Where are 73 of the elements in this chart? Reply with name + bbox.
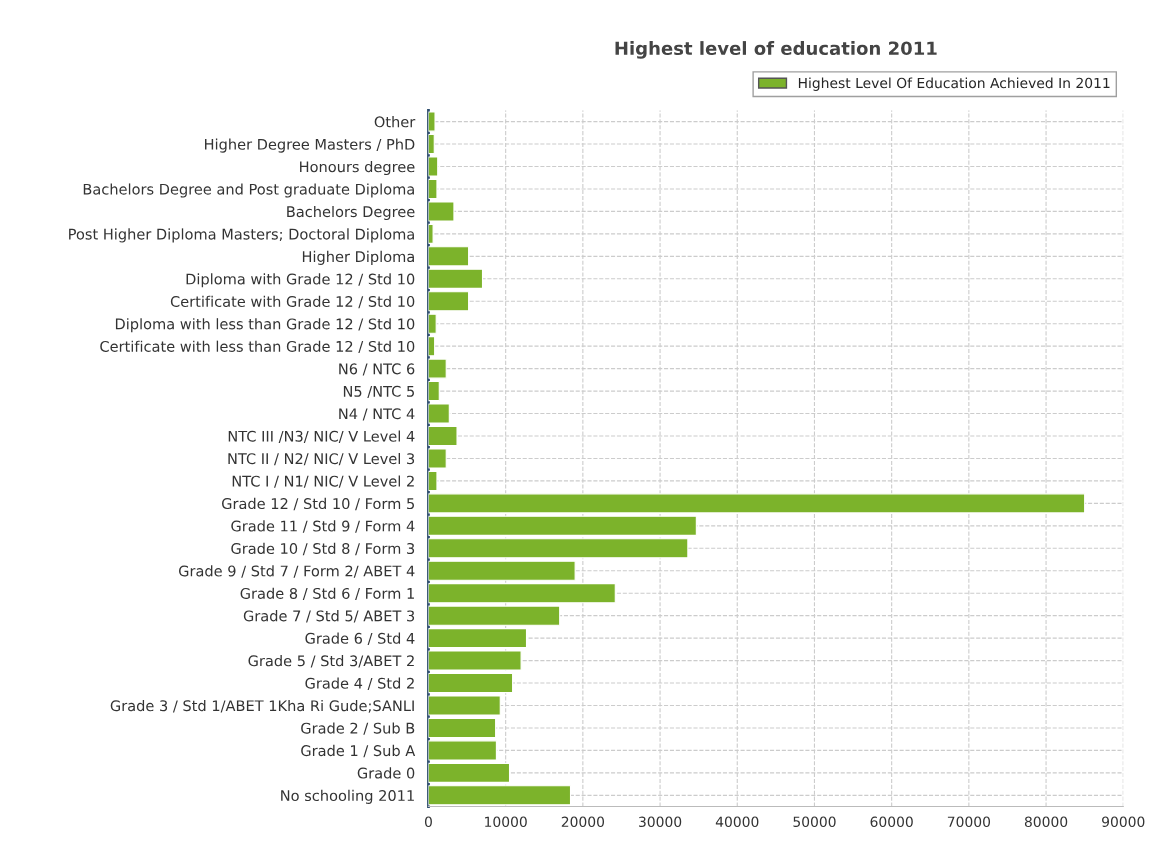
- x-tick-label: 60000: [870, 816, 913, 828]
- y-tick-label: No schooling 2011: [281, 789, 414, 804]
- bar: [428, 223, 434, 244]
- bar: [428, 762, 511, 783]
- bar: [428, 291, 470, 312]
- bar: [428, 740, 497, 761]
- bar: [428, 470, 438, 492]
- legend-label: Highest Level Of Education Achieved In 2011: [798, 77, 1110, 91]
- bar: [428, 717, 497, 739]
- bar: [428, 313, 437, 334]
- y-tick-label: N5 /NTC 5: [343, 385, 414, 398]
- y-tick-label: Grade 9 / Std 7 / Form 2/ ABET 4: [178, 565, 415, 578]
- bar: [428, 628, 528, 649]
- x-tick-label: 10000: [485, 816, 527, 828]
- bar: [428, 695, 501, 716]
- bar: [428, 672, 514, 694]
- y-tick-label: Grade 11 / Std 9 / Form 4: [231, 520, 415, 533]
- bar: [428, 111, 436, 132]
- y-tick-label: Grade 12 / Std 10 / Form 5: [222, 497, 414, 511]
- y-tick-label: Grade 4 / Std 2: [305, 677, 414, 690]
- bar: [428, 448, 447, 469]
- bar: [428, 425, 458, 447]
- x-tick-label: 40000: [715, 816, 759, 828]
- y-tick-label: Grade 2 / Sub B: [301, 722, 415, 735]
- bar: [428, 493, 1086, 514]
- y-tick-label: NTC II / N2/ NIC/ V Level 3: [228, 452, 415, 466]
- y-tick-label: Grade 6 / Std 4: [305, 632, 415, 646]
- y-tick-label: N6 / NTC 6: [339, 363, 415, 376]
- y-tick-label: Higher Degree Masters / PhD: [205, 138, 415, 153]
- y-tick-label: Grade 8 / Std 6 / Form 1: [240, 587, 414, 601]
- y-tick-label: Certificate with less than Grade 12 / Std 10: [100, 340, 415, 354]
- y-tick-label: NTC I / N1/ NIC/ V Level 2: [232, 475, 414, 488]
- y-tick-label: NTC III /N3/ NIC/ V Level 4: [228, 430, 415, 443]
- bar: [428, 268, 484, 289]
- x-tick-label: 70000: [947, 816, 991, 828]
- y-tick-label: N4 / NTC 4: [339, 408, 415, 421]
- bar: [428, 156, 439, 177]
- y-tick-label: Grade 10 / Std 8 / Form 3: [231, 542, 415, 556]
- y-tick-label: Other: [374, 116, 416, 128]
- y-tick-label: Diploma with Grade 12 / Std 10: [186, 273, 415, 288]
- x-tick-label: 20000: [561, 816, 605, 828]
- y-tick-label: Grade 5 / Std 3/ABET 2: [248, 655, 414, 668]
- bar: [428, 358, 447, 379]
- bar: [428, 246, 470, 267]
- bar: [428, 403, 450, 424]
- x-tick-label: 30000: [639, 816, 682, 828]
- bar: [428, 785, 572, 806]
- x-tick-label: 50000: [793, 816, 836, 828]
- x-tick-label: 90000: [1102, 816, 1145, 828]
- y-tick-label: Bachelors Degree: [287, 205, 415, 220]
- bar: [428, 515, 697, 536]
- y-tick-label: Honours degree: [300, 160, 415, 176]
- y-tick-label: Certificate with Grade 12 / Std 10: [170, 295, 415, 309]
- bar: [428, 538, 689, 559]
- bar: [428, 201, 455, 222]
- bar: [428, 178, 438, 200]
- y-tick-label: Higher Diploma: [302, 250, 414, 265]
- bar: [428, 380, 440, 402]
- bar: [428, 583, 616, 604]
- y-tick-label: Grade 3 / Std 1/ABET 1Kha Ri Gude;SANLI: [110, 699, 414, 713]
- y-tick-label: Bachelors Degree and Post graduate Diploma: [83, 183, 414, 198]
- bar: [428, 650, 522, 671]
- y-tick-label: Diploma with less than Grade 12 / Std 10: [115, 318, 415, 333]
- x-tick-label: 80000: [1024, 816, 1068, 828]
- y-tick-label: Grade 1 / Sub A: [301, 744, 416, 758]
- bar: [428, 133, 435, 155]
- bar: [428, 560, 576, 581]
- y-tick-label: Post Higher Diploma Masters; Doctoral Diploma: [69, 228, 414, 243]
- y-tick-label: Grade 0: [357, 767, 415, 779]
- chart-title: Highest level of education 2011: [615, 41, 937, 59]
- y-tick-label: Grade 7 / Std 5/ ABET 3: [243, 610, 415, 623]
- bar: [428, 605, 561, 626]
- x-tick-label: 0: [424, 816, 432, 828]
